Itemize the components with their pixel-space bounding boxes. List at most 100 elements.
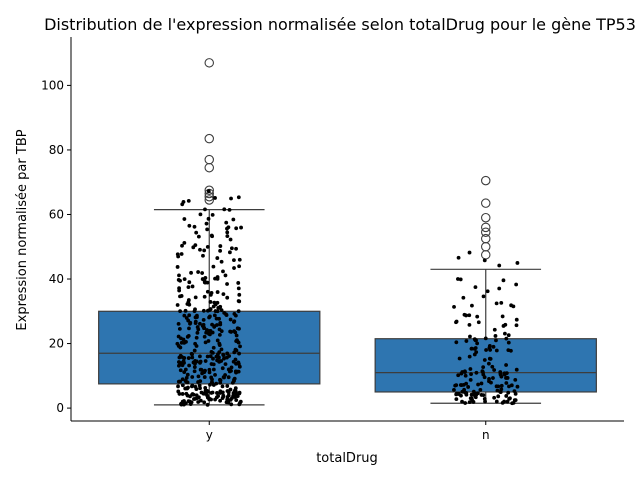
- strip-point-y: [203, 359, 208, 363]
- strip-point-n: [494, 348, 499, 353]
- strip-point-n: [469, 396, 474, 401]
- strip-point-y: [220, 366, 225, 371]
- strip-point-y: [205, 328, 209, 332]
- strip-point-y: [196, 374, 201, 379]
- strip-point-y: [177, 326, 182, 331]
- strip-point-y: [217, 332, 222, 337]
- strip-point-n: [494, 399, 499, 404]
- strip-point-n: [467, 323, 472, 327]
- strip-point-n: [499, 374, 504, 379]
- strip-point-y: [193, 307, 197, 312]
- strip-point-n: [482, 258, 487, 263]
- strip-point-y: [206, 308, 210, 313]
- strip-point-y: [182, 277, 187, 282]
- strip-point-n: [504, 394, 509, 398]
- strip-point-y: [205, 402, 210, 407]
- strip-point-y: [204, 390, 209, 395]
- strip-point-y: [187, 363, 192, 368]
- strip-point-n: [460, 399, 464, 404]
- box-n: [374, 338, 597, 393]
- strip-point-y: [214, 395, 219, 400]
- strip-point-y: [221, 393, 226, 398]
- strip-point-y: [186, 356, 191, 360]
- strip-point-y: [205, 244, 210, 249]
- strip-point-n: [514, 317, 519, 322]
- strip-point-n: [468, 367, 473, 371]
- strip-point-n: [462, 369, 467, 374]
- strip-point-n: [463, 373, 468, 378]
- strip-point-n: [508, 396, 512, 401]
- strip-point-n: [473, 346, 478, 350]
- strip-point-n: [478, 387, 483, 392]
- strip-point-n: [495, 388, 500, 393]
- x-tick-label-y: y: [206, 428, 213, 442]
- strip-point-n: [476, 382, 480, 387]
- strip-point-y: [234, 246, 238, 251]
- strip-point-y: [211, 356, 215, 361]
- strip-point-y: [197, 383, 202, 388]
- strip-point-n: [454, 320, 458, 325]
- strip-point-y: [208, 300, 213, 304]
- strip-point-y: [193, 358, 198, 363]
- strip-point-y: [225, 351, 230, 356]
- strip-point-n: [511, 304, 516, 309]
- strip-point-y: [195, 396, 200, 401]
- strip-point-y: [236, 362, 241, 366]
- strip-point-y: [190, 352, 195, 357]
- outlier-n-4: [480, 222, 491, 233]
- strip-point-n: [492, 368, 497, 372]
- strip-point-y: [193, 315, 198, 320]
- strip-point-n: [506, 340, 511, 345]
- strip-point-y: [225, 226, 229, 231]
- y-tick-label: 60: [49, 207, 64, 221]
- strip-point-y: [176, 344, 181, 348]
- strip-point-y: [198, 398, 203, 403]
- strip-point-y: [222, 356, 226, 361]
- strip-point-n: [479, 381, 484, 386]
- strip-point-y: [193, 384, 198, 389]
- strip-point-n: [506, 333, 511, 338]
- outlier-n-5: [480, 212, 491, 223]
- strip-point-y: [182, 370, 187, 374]
- strip-point-n: [483, 399, 487, 404]
- strip-point-y: [211, 345, 216, 350]
- strip-point-y: [186, 198, 191, 203]
- outlier-y-3: [204, 185, 215, 196]
- strip-point-n: [472, 392, 477, 396]
- strip-point-y: [228, 387, 233, 392]
- strip-point-y: [213, 372, 217, 377]
- strip-point-n: [494, 338, 498, 343]
- strip-point-y: [236, 195, 241, 200]
- strip-point-y: [236, 286, 241, 291]
- strip-point-y: [177, 286, 182, 291]
- strip-point-y: [198, 321, 202, 326]
- strip-point-y: [228, 397, 233, 402]
- strip-point-y: [202, 325, 207, 330]
- strip-point-y: [237, 292, 242, 297]
- strip-point-y: [199, 367, 204, 372]
- strip-point-n: [512, 398, 517, 403]
- strip-point-y: [232, 320, 236, 324]
- strip-point-y: [233, 369, 238, 374]
- strip-point-y: [190, 392, 195, 396]
- strip-point-y: [224, 313, 229, 318]
- strip-point-y: [194, 230, 199, 235]
- strip-point-y: [177, 355, 182, 360]
- strip-point-y: [204, 221, 209, 226]
- strip-point-y: [221, 292, 226, 297]
- strip-point-n: [473, 285, 478, 290]
- strip-point-n: [490, 364, 495, 369]
- strip-point-y: [196, 327, 201, 332]
- strip-point-y: [202, 400, 207, 405]
- y-tick-label: 100: [41, 78, 64, 92]
- strip-point-y: [175, 303, 180, 307]
- strip-point-y: [182, 217, 187, 221]
- strip-point-y: [231, 359, 236, 364]
- strip-point-y: [234, 390, 238, 394]
- strip-point-y: [200, 277, 205, 281]
- strip-point-y: [198, 360, 202, 365]
- strip-point-y: [215, 290, 220, 294]
- strip-point-n: [470, 303, 474, 308]
- strip-point-y: [190, 355, 195, 360]
